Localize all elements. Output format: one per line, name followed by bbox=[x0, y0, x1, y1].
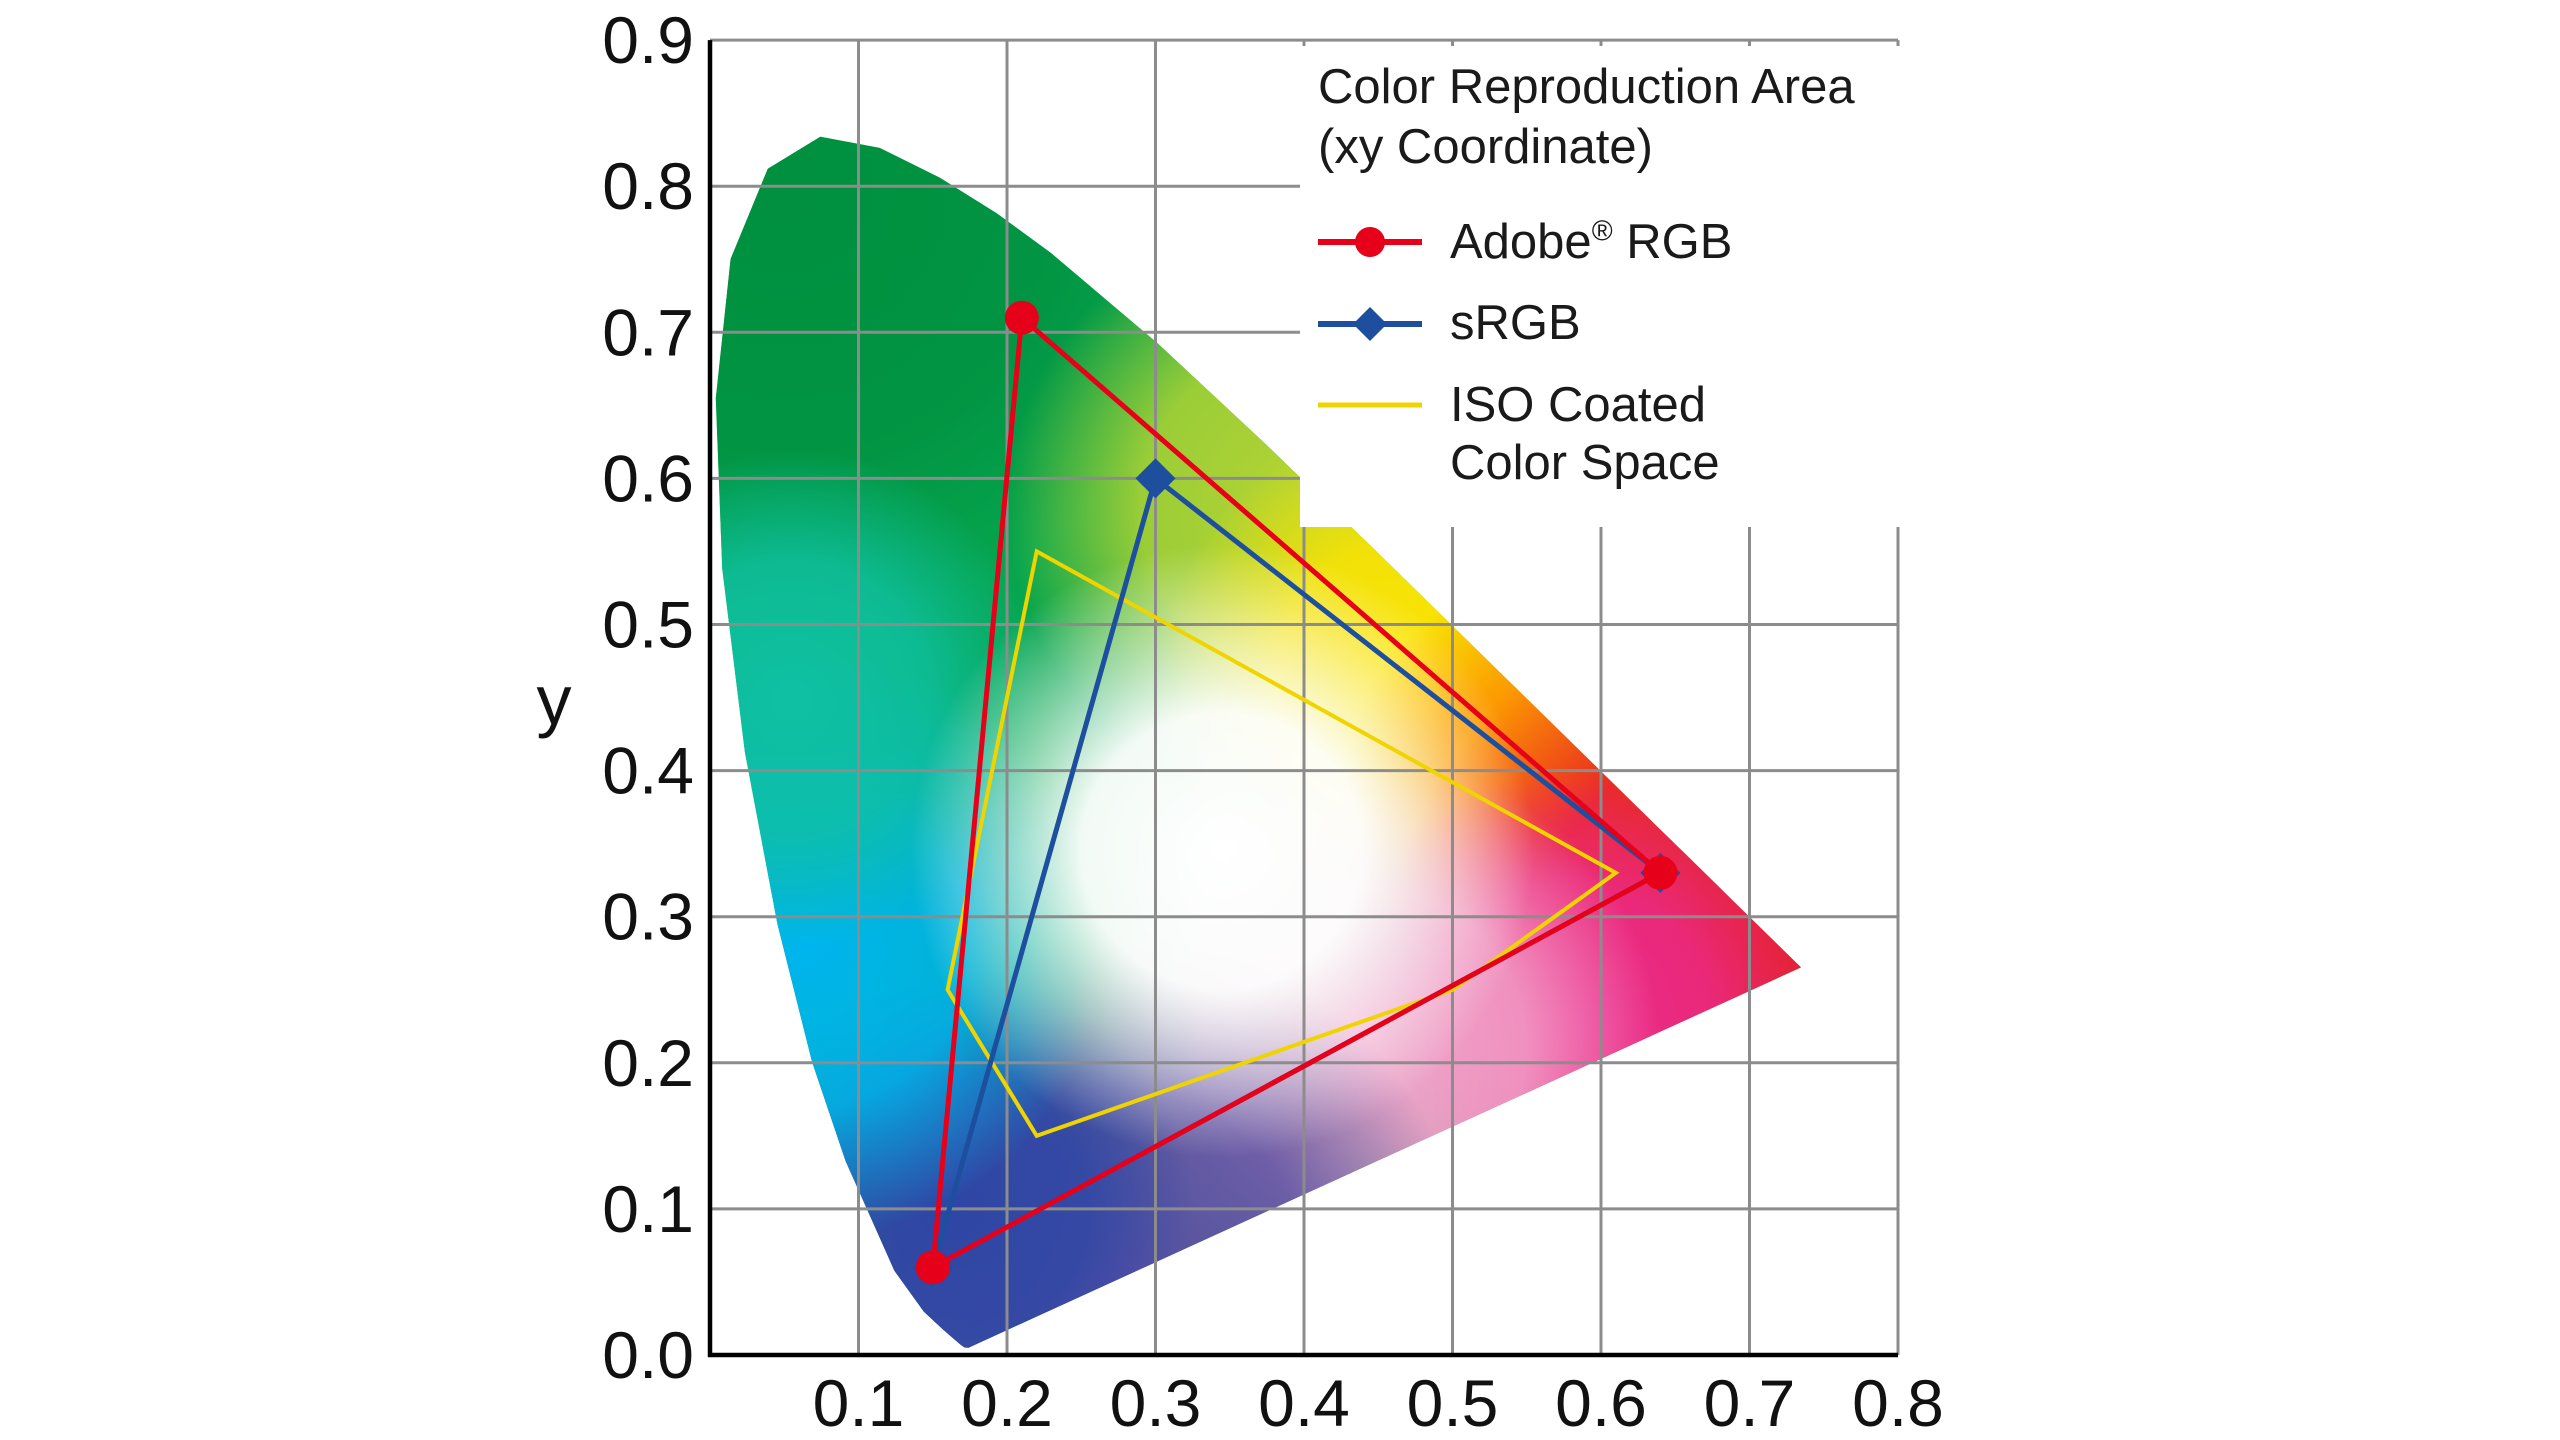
legend: Color Reproduction Area (xy Coordinate) … bbox=[1300, 46, 1900, 527]
y-tick-label: 0.3 bbox=[602, 880, 694, 954]
x-tick-label: 0.5 bbox=[1407, 1366, 1499, 1440]
y-tick-label: 0.1 bbox=[602, 1172, 694, 1246]
y-tick-label: 0.6 bbox=[602, 441, 694, 515]
y-tick-label: 0.9 bbox=[602, 3, 694, 77]
y-axis-label: y bbox=[537, 661, 572, 739]
legend-item-adobe-rgb: Adobe® RGB bbox=[1318, 214, 1900, 272]
legend-label-text: ISO Coated bbox=[1450, 378, 1707, 433]
legend-title-line2: (xy Coordinate) bbox=[1318, 119, 1653, 174]
legend-label-text: sRGB bbox=[1450, 296, 1581, 351]
gamut-polygon bbox=[945, 548, 1620, 1139]
y-tick-label: 0.8 bbox=[602, 149, 694, 223]
x-tick-label: 0.8 bbox=[1852, 1366, 1944, 1440]
srgb-marker-icon bbox=[1318, 307, 1422, 342]
x-tick-label: 0.6 bbox=[1555, 1366, 1647, 1440]
adobe-rgb-marker-icon bbox=[1318, 227, 1422, 258]
vertex-marker-circle bbox=[1004, 300, 1039, 335]
y-tick-label: 0.0 bbox=[602, 1318, 694, 1392]
registered-trademark-symbol: ® bbox=[1591, 215, 1613, 248]
y-tick-label: 0.4 bbox=[602, 734, 694, 808]
tick-labels: 0.1 0.2 0.3 0.4 0.5 0.6 0.7 0.8 0.0 0.1 0.2 0.3 0.4 0… bbox=[602, 3, 1944, 1440]
legend-title: Color Reproduction Area (xy Coordinate) bbox=[1318, 58, 1900, 178]
legend-label-adobe-rgb: Adobe® RGB bbox=[1450, 214, 1732, 272]
vertex-marker-diamond bbox=[1135, 458, 1176, 499]
x-tick-label: 0.4 bbox=[1258, 1366, 1350, 1440]
y-tick-label: 0.7 bbox=[602, 295, 694, 369]
legend-item-iso-coated: ISO Coated Color Space bbox=[1318, 377, 1900, 493]
vertex-marker-circle bbox=[1643, 855, 1678, 890]
legend-label-iso-coated: ISO Coated Color Space bbox=[1450, 377, 1720, 493]
y-tick-label: 0.5 bbox=[602, 588, 694, 662]
legend-label-text: Adobe bbox=[1450, 214, 1592, 269]
gamut-series bbox=[912, 300, 1681, 1288]
x-tick-label: 0.7 bbox=[1704, 1366, 1796, 1440]
x-tick-label: 0.3 bbox=[1110, 1366, 1202, 1440]
x-tick-label: 0.2 bbox=[961, 1366, 1053, 1440]
legend-title-line1: Color Reproduction Area bbox=[1318, 60, 1855, 114]
iso-coated-marker-icon bbox=[1318, 402, 1422, 408]
vertex-marker-circle bbox=[915, 1250, 950, 1285]
legend-label-srgb: sRGB bbox=[1450, 295, 1581, 353]
legend-item-srgb: sRGB bbox=[1318, 295, 1900, 353]
legend-label-text: RGB bbox=[1612, 214, 1733, 269]
axes bbox=[707, 40, 1898, 1358]
y-tick-label: 0.2 bbox=[602, 1026, 694, 1100]
legend-label-text-line2: Color Space bbox=[1450, 435, 1720, 490]
gamut-polygon bbox=[929, 312, 1665, 1272]
x-tick-label: 0.1 bbox=[813, 1366, 905, 1440]
